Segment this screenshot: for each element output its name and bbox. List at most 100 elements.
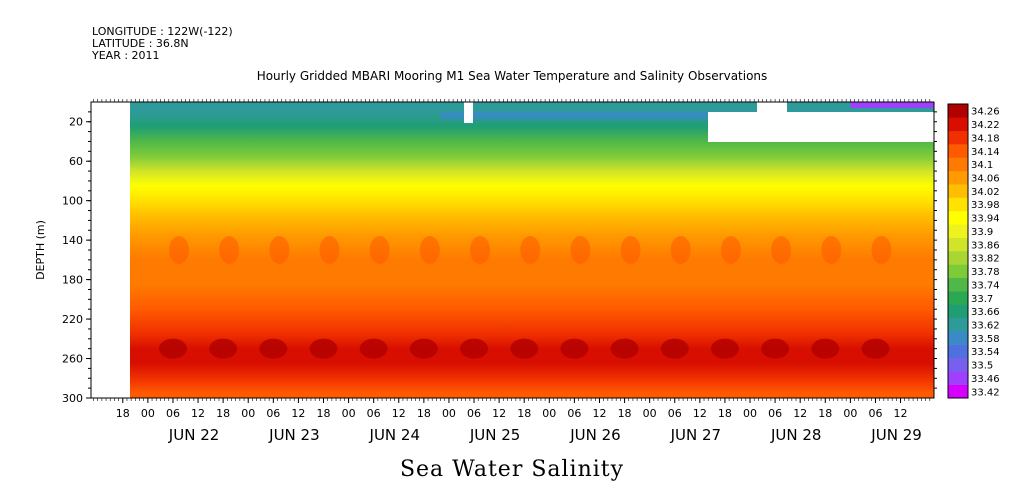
colorbar-swatch bbox=[948, 157, 968, 172]
high-salinity-core bbox=[811, 338, 840, 359]
year-label: YEAR : 2011 bbox=[91, 49, 160, 62]
colorbar-label: 33.66 bbox=[971, 307, 1000, 318]
x-tick-label: 06 bbox=[266, 407, 280, 420]
colorbar-swatch bbox=[948, 304, 968, 319]
y-tick-label: 180 bbox=[62, 274, 83, 287]
colorbar-swatch bbox=[948, 357, 968, 372]
missing-data-block-start bbox=[91, 102, 130, 398]
x-tick-label: 06 bbox=[467, 407, 481, 420]
x-tick-label: 00 bbox=[442, 407, 456, 420]
colorbar-label: 34.18 bbox=[971, 133, 1000, 144]
colorbar-swatch bbox=[948, 104, 968, 118]
colorbar-swatch bbox=[948, 237, 968, 252]
x-tick-label: 12 bbox=[191, 407, 205, 420]
colorbar-label: 33.58 bbox=[971, 334, 1000, 345]
chart-title: Hourly Gridded MBARI Mooring M1 Sea Wate… bbox=[257, 69, 768, 83]
low-salinity-surface-band bbox=[440, 111, 901, 120]
x-tick-label: 00 bbox=[743, 407, 757, 420]
mid-salinity-core bbox=[419, 236, 440, 264]
colorbar-swatch bbox=[948, 184, 968, 198]
colorbar-label: 33.42 bbox=[971, 387, 1000, 398]
colorbar-label: 34.1 bbox=[971, 160, 993, 171]
x-tick-label: 06 bbox=[367, 407, 381, 420]
colorbar-frame bbox=[947, 103, 969, 399]
mid-salinity-core bbox=[670, 236, 691, 264]
colorbar-label: 33.9 bbox=[971, 227, 993, 238]
lowest-salinity-surface-band bbox=[850, 102, 934, 108]
y-tick-label: 220 bbox=[62, 313, 83, 326]
latitude-label: LATITUDE : 36.8N bbox=[92, 37, 189, 50]
high-salinity-core bbox=[761, 338, 790, 359]
high-salinity-core bbox=[409, 338, 438, 359]
colorbar-label: 33.86 bbox=[971, 240, 1000, 251]
x-tick-label: 18 bbox=[316, 407, 330, 420]
x-tick-label: 00 bbox=[342, 407, 356, 420]
x-tick-label: 06 bbox=[166, 407, 180, 420]
colorbar-label: 34.14 bbox=[971, 147, 1000, 158]
colorbar-label: 33.62 bbox=[971, 321, 1000, 332]
colorbar-swatch bbox=[948, 144, 968, 158]
x-tick-label: 18 bbox=[818, 407, 832, 420]
x-tick-label: 18 bbox=[517, 407, 531, 420]
colorbar-swatch bbox=[948, 170, 968, 185]
colorbar-swatch bbox=[948, 371, 968, 385]
y-tick-label: 140 bbox=[62, 234, 83, 247]
date-label: JUN 25 bbox=[469, 426, 520, 444]
x-tick-label: 18 bbox=[216, 407, 230, 420]
colorbar-label: 33.5 bbox=[971, 361, 993, 372]
colorbar-swatch bbox=[948, 197, 968, 212]
x-tick-label: 00 bbox=[643, 407, 657, 420]
x-tick-label: 18 bbox=[116, 407, 130, 420]
colorbar-swatch bbox=[948, 251, 968, 265]
missing-data-gap-jun25 bbox=[464, 102, 473, 123]
x-tick-label: 06 bbox=[868, 407, 882, 420]
colorbar-swatch bbox=[948, 344, 968, 359]
colorbar-label: 33.98 bbox=[971, 200, 1000, 211]
salinity-blotches bbox=[158, 102, 934, 359]
x-tick-label: 12 bbox=[492, 407, 506, 420]
colorbar-swatch bbox=[948, 264, 968, 279]
colorbar-swatch bbox=[948, 317, 968, 332]
y-tick-label: 300 bbox=[62, 392, 83, 405]
high-salinity-core bbox=[460, 338, 489, 359]
x-axis-label: Sea Water Salinity bbox=[400, 457, 624, 482]
mid-salinity-core bbox=[570, 236, 591, 264]
colorbar-swatch bbox=[948, 224, 968, 238]
colorbar-label: 33.74 bbox=[971, 280, 1000, 291]
x-tick-label: 12 bbox=[793, 407, 807, 420]
x-tick-label: 18 bbox=[718, 407, 732, 420]
longitude-label: LONGITUDE : 122W(-122) bbox=[92, 25, 233, 38]
colorbar-label: 33.46 bbox=[971, 374, 1000, 385]
x-tick-label: 00 bbox=[542, 407, 556, 420]
date-label: JUN 22 bbox=[168, 426, 219, 444]
colorbar-label: 34.02 bbox=[971, 187, 1000, 198]
colorbar-label: 33.54 bbox=[971, 347, 1000, 358]
x-tick-label: 00 bbox=[843, 407, 857, 420]
x-tick-label: 12 bbox=[894, 407, 908, 420]
high-salinity-core bbox=[610, 338, 639, 359]
x-axis: 18 00 06 12 18 00 06 12 18 00 06 12 18 00 06 12 18 00 06 12… bbox=[93, 99, 931, 420]
high-salinity-core bbox=[861, 338, 890, 359]
mid-salinity-core bbox=[821, 236, 842, 264]
y-tick-label: 60 bbox=[69, 155, 83, 168]
date-label: JUN 24 bbox=[369, 426, 420, 444]
x-tick-label: 18 bbox=[417, 407, 431, 420]
mid-salinity-core bbox=[620, 236, 641, 264]
x-tick-label: 06 bbox=[768, 407, 782, 420]
high-salinity-core bbox=[309, 338, 338, 359]
high-salinity-core bbox=[710, 338, 739, 359]
x-tick-label: 06 bbox=[668, 407, 682, 420]
date-label: JUN 29 bbox=[870, 426, 921, 444]
high-salinity-core bbox=[209, 338, 238, 359]
plot-area bbox=[90, 101, 935, 399]
high-salinity-core bbox=[158, 338, 187, 359]
colorbar-label: 33.94 bbox=[971, 214, 1000, 225]
mid-salinity-core bbox=[369, 236, 390, 264]
mid-salinity-core bbox=[720, 236, 741, 264]
y-tick-label: 260 bbox=[62, 353, 83, 366]
y-axis-label: DEPTH (m) bbox=[34, 220, 47, 280]
high-salinity-core bbox=[510, 338, 539, 359]
colorbar-label: 34.26 bbox=[971, 107, 1000, 118]
x-tick-label: 12 bbox=[592, 407, 606, 420]
